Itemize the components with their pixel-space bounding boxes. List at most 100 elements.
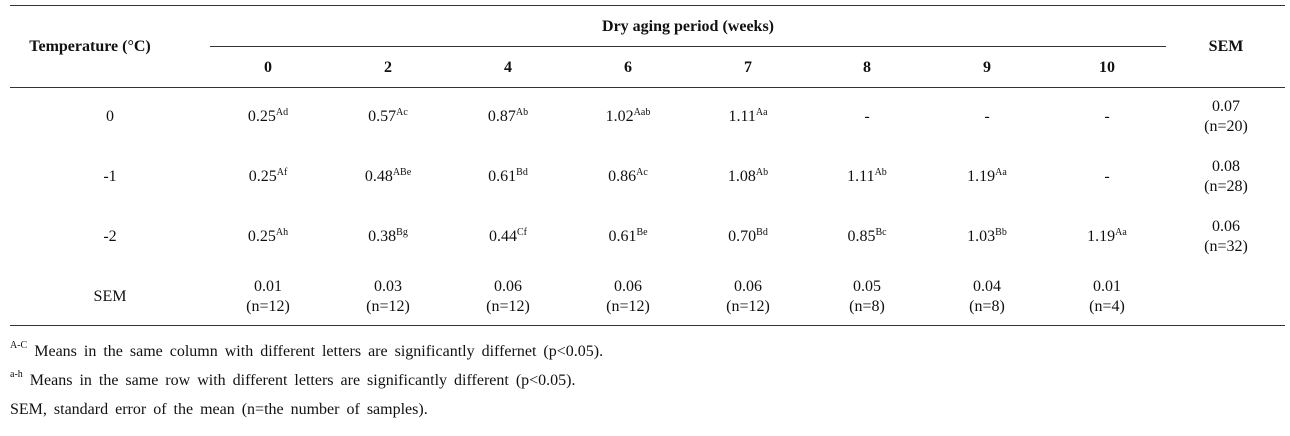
sem-value: (n=12) [606, 298, 650, 315]
cell: 1.11Aa [728, 107, 767, 127]
cell-superscript: Aab [633, 107, 651, 118]
cell-value: 0.87 [487, 108, 516, 125]
column-header: 7 [744, 59, 752, 76]
sem-value: 0.01 [254, 278, 282, 295]
sem-value: 0.07 [1212, 98, 1240, 115]
cell: 0.48ABe [365, 167, 411, 187]
cell-value: 0.70 [728, 228, 757, 245]
column-header: 9 [983, 59, 991, 76]
sem-value: (n=12) [486, 298, 530, 315]
column-header: 6 [624, 59, 632, 76]
cell-value: 1.11 [728, 108, 756, 125]
sem-value: 0.05 [853, 278, 881, 295]
row-label: -2 [103, 228, 117, 245]
cell: 1.19Aa [967, 167, 1007, 187]
cell-value: 0.25 [247, 108, 276, 125]
cell: 0.61Be [608, 227, 647, 247]
cell-value: 1.08 [727, 168, 756, 185]
sem-value: 0.08 [1212, 158, 1240, 175]
cell-superscript: Ah [275, 227, 289, 238]
cell-value: - [1104, 108, 1110, 125]
cell-superscript: Bc [875, 227, 887, 238]
cell: - [984, 107, 989, 127]
cell-superscript: Ad [275, 107, 289, 118]
cell-value: 1.19 [967, 168, 996, 185]
cell-superscript: Bb [995, 227, 1007, 238]
cell: 0.70Bd [728, 227, 768, 247]
cell: 0.38Bg [368, 227, 408, 247]
footnote-marker: A-C [10, 340, 28, 351]
column-header: 8 [863, 59, 871, 76]
cell: 0.86Ac [608, 167, 648, 187]
cell-value: 0.25 [247, 228, 276, 245]
cell: 0.25Af [249, 167, 288, 187]
cell-value: 0.86 [608, 168, 637, 185]
cell-value: 1.02 [605, 108, 634, 125]
sem-value: (n=8) [849, 298, 885, 315]
cell-superscript: Ab [755, 167, 769, 178]
column-header: 0 [264, 59, 272, 76]
cell: 0.44Cf [489, 227, 527, 247]
cell: 0.61Bd [488, 167, 528, 187]
footnote-text: Means in the same row with different let… [29, 372, 576, 389]
sem-value: (n=12) [246, 298, 290, 315]
sem-value: (n=20) [1204, 118, 1248, 135]
cell-value: 0.38 [368, 228, 397, 245]
row-label: SEM [93, 288, 127, 305]
footnote: SEM, standard error of the mean (n=the n… [10, 400, 428, 420]
sem-value: 0.06 [614, 278, 642, 295]
row-header: Temperature (°C) [29, 38, 151, 55]
footnote: A-C Means in the same column with differ… [10, 340, 604, 362]
sem-value: (n=8) [969, 298, 1005, 315]
cell-value: 0.57 [368, 108, 397, 125]
top-rule [10, 5, 1285, 6]
cell-value: - [864, 108, 870, 125]
sem-value: 0.03 [374, 278, 402, 295]
sem-value: 0.06 [1212, 218, 1240, 235]
cell-superscript: Aa [1115, 227, 1127, 238]
group-header: Dry aging period (weeks) [602, 18, 774, 35]
bottom-rule [10, 325, 1285, 326]
footnote-text: SEM, standard error of the mean (n=the n… [10, 401, 428, 418]
sem-value: 0.01 [1093, 278, 1121, 295]
cell: 0.25Ah [248, 227, 288, 247]
cell: 1.02Aab [606, 107, 651, 127]
cell-superscript: Bd [756, 227, 768, 238]
cell-value: 1.11 [847, 168, 875, 185]
footnote-marker: a-h [10, 369, 23, 380]
cell-value: 0.61 [488, 168, 517, 185]
cell-superscript: Aa [995, 167, 1007, 178]
column-header: 10 [1099, 59, 1115, 76]
cell: 0.85Bc [847, 227, 886, 247]
cell-value: - [984, 108, 990, 125]
cell-superscript: Ac [396, 107, 408, 118]
row-label: -1 [103, 168, 117, 185]
cell-value: - [1104, 168, 1110, 185]
cell-value: 0.44 [489, 228, 517, 245]
cell: - [864, 107, 869, 127]
cell-value: 1.19 [1087, 228, 1116, 245]
cell-value: 0.25 [248, 168, 277, 185]
column-header: 4 [504, 59, 512, 76]
footnote-text: Means in the same column with different … [34, 343, 604, 360]
cell: 1.19Aa [1087, 227, 1127, 247]
cell-value: 0.48 [364, 168, 393, 185]
cell-superscript: Ab [515, 107, 529, 118]
sem-value: (n=28) [1204, 178, 1248, 195]
cell: - [1104, 107, 1109, 127]
cell: 1.11Ab [847, 167, 887, 187]
cell-superscript: Ab [874, 167, 887, 178]
cell-superscript: Ac [636, 167, 648, 178]
cell-superscript: Cf [517, 227, 527, 238]
cell: 1.08Ab [728, 167, 768, 187]
sem-header: SEM [1208, 38, 1244, 55]
cell-superscript: Af [276, 167, 288, 178]
column-header: 2 [384, 59, 392, 76]
row-label: 0 [106, 108, 114, 125]
sem-value: (n=4) [1089, 298, 1125, 315]
cell-superscript: Be [636, 227, 648, 238]
cell-value: 0.85 [847, 228, 876, 245]
cell-superscript: Aa [755, 107, 768, 118]
cell-superscript: Bd [516, 167, 528, 178]
